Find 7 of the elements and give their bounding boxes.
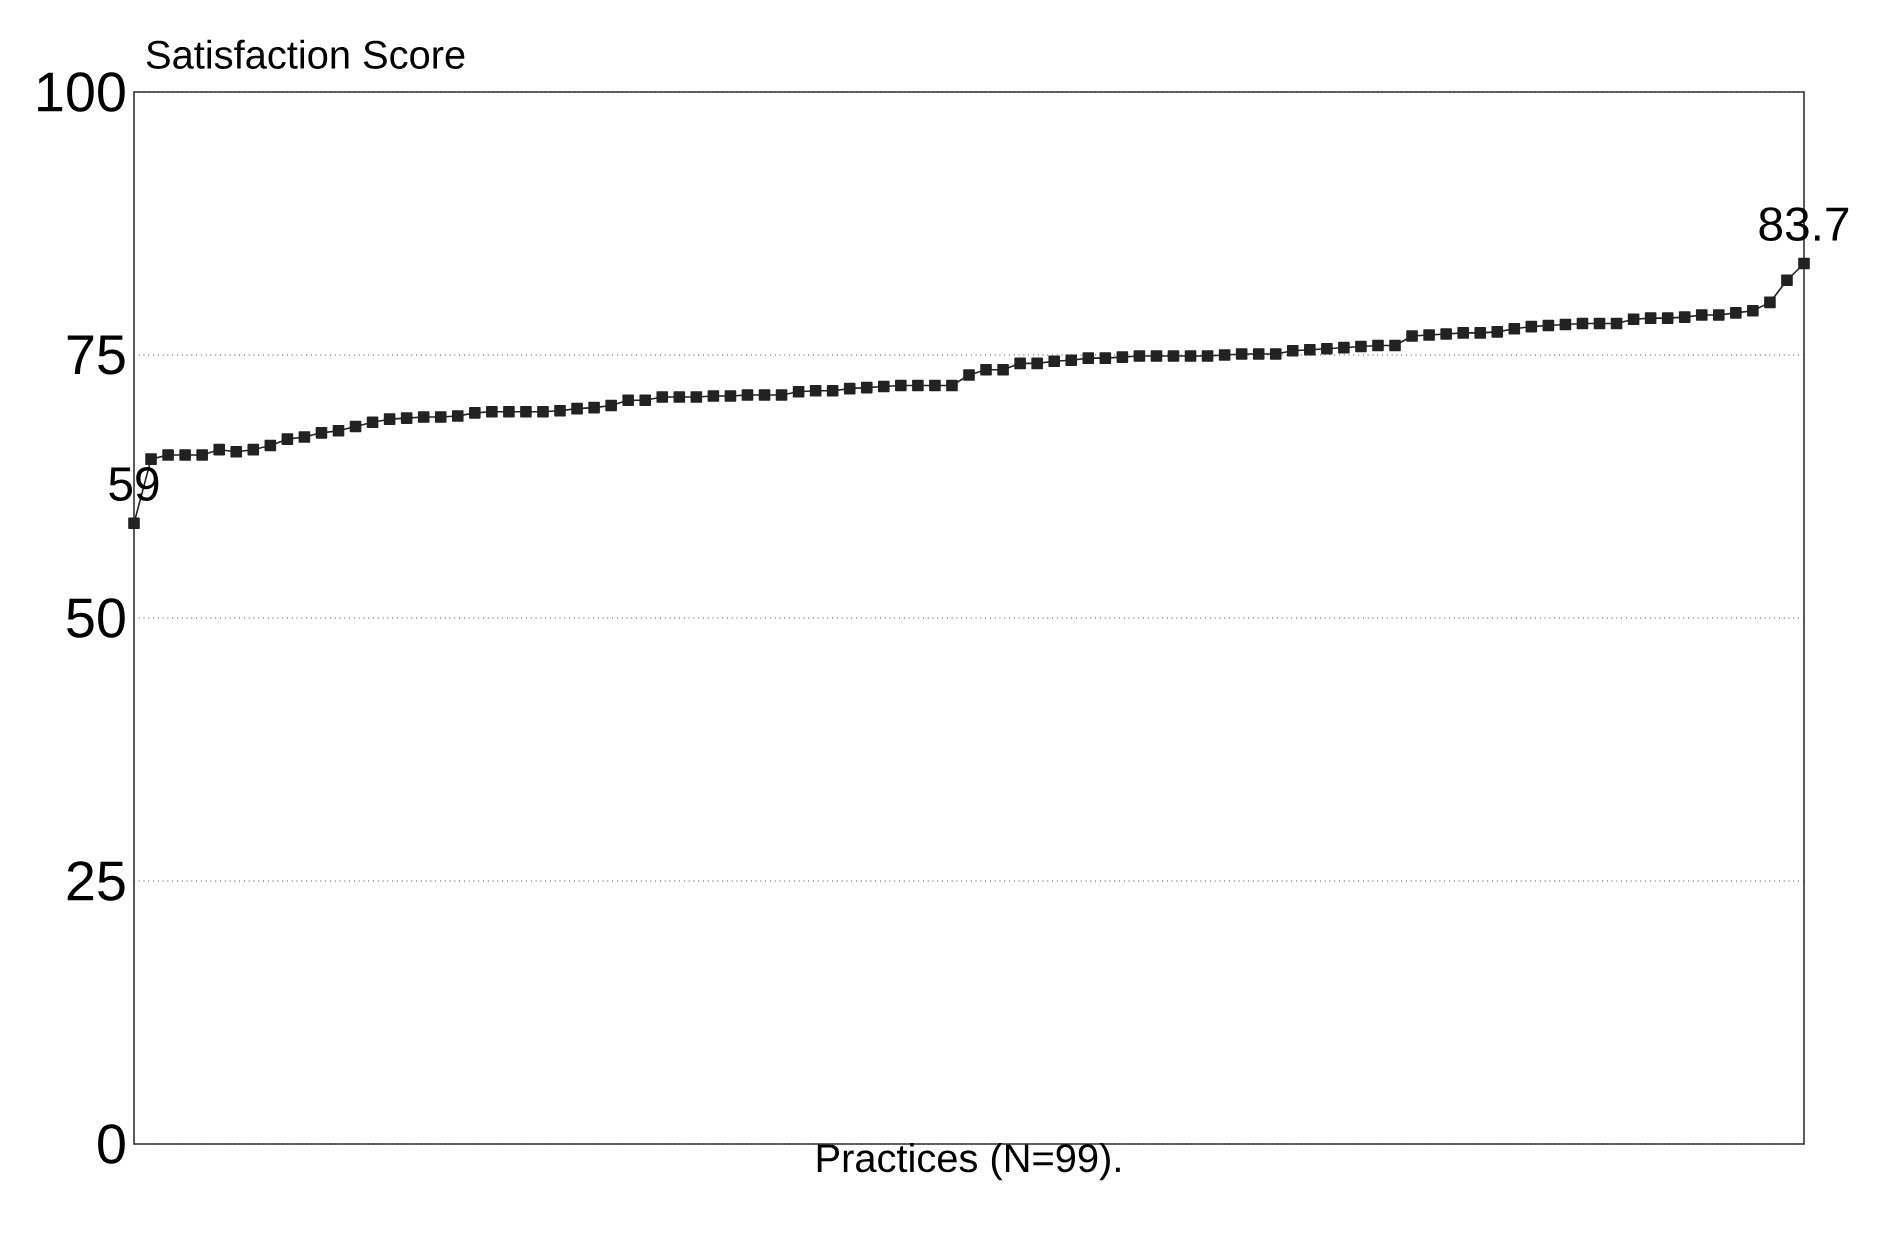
y-tick-label: 100 bbox=[38, 72, 125, 112]
y-tick-label: 0 bbox=[98, 1124, 125, 1164]
x-axis-title: Practices (N=99). bbox=[817, 1143, 1120, 1181]
y-tick-label: 50 bbox=[67, 598, 125, 638]
y-tick-label: 25 bbox=[67, 861, 125, 901]
y-axis-title: Satisfaction Score bbox=[146, 39, 465, 69]
y-tick-label: 75 bbox=[67, 335, 125, 375]
